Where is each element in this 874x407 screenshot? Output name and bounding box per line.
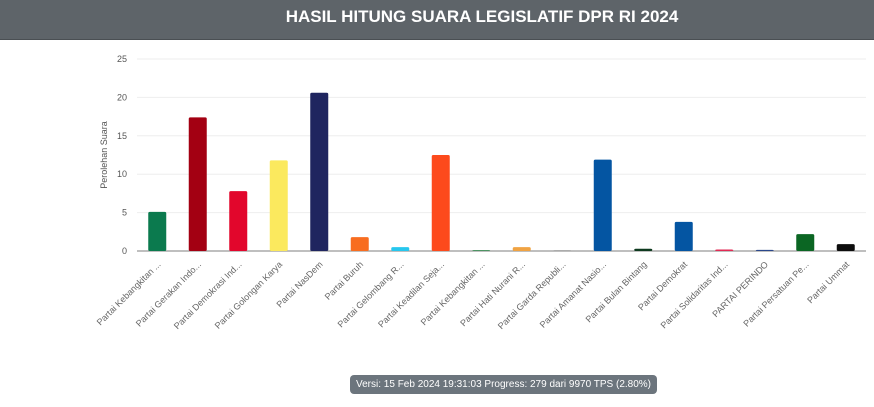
y-tick-label: 0 [122,246,127,256]
bar[interactable] [796,234,815,251]
bar[interactable] [674,221,693,251]
bar[interactable] [269,160,288,251]
x-tick-label: Partai Buruh [323,259,365,301]
page-header: HASIL HITUNG SUARA LEGISLATIF DPR RI 202… [0,0,874,40]
x-tick-label: Partai Gelombang R... [336,259,406,329]
x-tick-label: Partai Demokrasi Ind... [172,259,244,331]
x-tick-label: Partai Solidaritas Ind... [659,259,730,330]
bar[interactable] [553,250,572,251]
bar[interactable] [350,237,369,251]
bar[interactable] [755,249,774,251]
x-tick-label: Partai Amanat Nasio... [538,259,608,329]
bar[interactable] [593,159,612,251]
y-axis-label: Perolehan Suara [99,121,109,189]
y-tick-label: 10 [117,169,127,179]
x-tick-label: Partai Golongan Karya [213,259,284,330]
version-progress-tooltip: Versi: 15 Feb 2024 19:31:03 Progress: 27… [350,375,657,394]
y-tick-label: 15 [117,131,127,141]
bar[interactable] [148,211,167,251]
bar[interactable] [310,92,329,252]
bar[interactable] [188,117,207,251]
x-tick-label: Partai Keadilan Seja... [376,259,446,329]
y-tick-label: 20 [117,92,127,102]
bar[interactable] [634,248,653,251]
x-tick-label: Partai Ummat [805,259,851,305]
y-tick-label: 25 [117,54,127,64]
page-title: HASIL HITUNG SUARA LEGISLATIF DPR RI 202… [285,7,679,26]
bar[interactable] [512,247,531,251]
bar[interactable] [472,250,491,251]
bar[interactable] [229,191,248,251]
bar[interactable] [431,155,450,251]
bar[interactable] [836,244,855,251]
bar[interactable] [391,247,410,251]
y-tick-label: 5 [122,208,127,218]
x-tick-label: Partai Garda Republi... [496,259,568,331]
bar[interactable] [715,249,734,251]
